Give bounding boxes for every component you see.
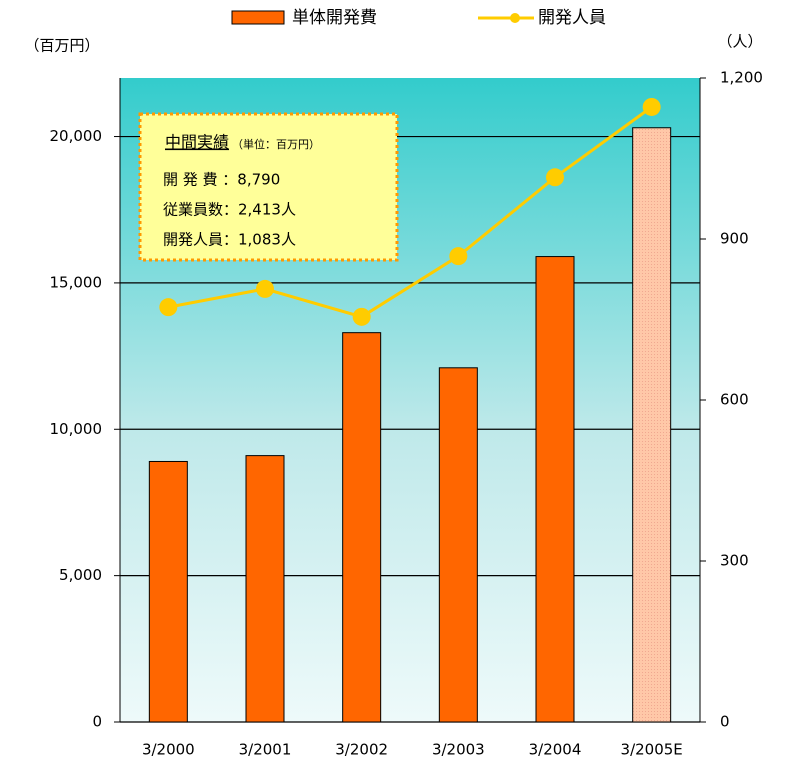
bar [632, 127, 672, 723]
annotation: 中間実績 （単位：百万円） 開 発 費 ：8,790 従業員数：2,413人 開… [138, 112, 399, 262]
marker [352, 307, 371, 326]
annotation-box [138, 112, 399, 262]
legend-swatch [231, 10, 285, 25]
marker [642, 97, 661, 116]
line [168, 105, 653, 319]
annotation-line: 開発人員：1,083人 [163, 231, 296, 249]
legend-swatch [510, 13, 520, 23]
y-tick-label: 15,000 [50, 273, 103, 291]
y-tick-label: 5,000 [59, 566, 102, 584]
y2-tick-label: 1,200 [720, 69, 763, 87]
y2-tick-label: 600 [720, 391, 749, 409]
marker [256, 279, 274, 298]
y2-tick-label: 0 [720, 713, 730, 731]
x-tick-label: 3/2003 [432, 741, 485, 759]
annotation-line: 開 発 費 ：8,790 [163, 171, 280, 189]
y2-tick-label: 900 [720, 230, 749, 248]
y-tick-label: 20,000 [50, 127, 103, 145]
annotation-line: 従業員数：2,413人 [163, 201, 296, 219]
y-tick-label: 0 [92, 713, 102, 731]
bar [438, 367, 478, 723]
legend-label: 開発人員 [538, 8, 606, 28]
marker [449, 247, 468, 266]
marker [546, 168, 564, 187]
annotation-title: 中間実績 [165, 133, 229, 152]
x-tick-label: 3/2000 [142, 741, 195, 759]
bar [342, 332, 382, 723]
marker [159, 298, 178, 317]
x-tick-label: 3/2004 [529, 741, 582, 759]
bar [535, 256, 575, 723]
bar [148, 460, 188, 723]
y-axis-label: （百万円） [24, 37, 99, 55]
y2-axis-label: （人） [717, 33, 762, 51]
y-tick-label: 10,000 [50, 420, 103, 438]
bar [245, 455, 285, 723]
x-tick-label: 3/2005E [621, 741, 683, 759]
annotation-unit: （単位：百万円） [232, 137, 320, 151]
legend-label: 単体開発費 [292, 8, 377, 28]
y2-tick-label: 300 [720, 552, 749, 570]
x-tick-label: 3/2002 [335, 741, 388, 759]
x-tick-label: 3/2001 [239, 741, 292, 759]
